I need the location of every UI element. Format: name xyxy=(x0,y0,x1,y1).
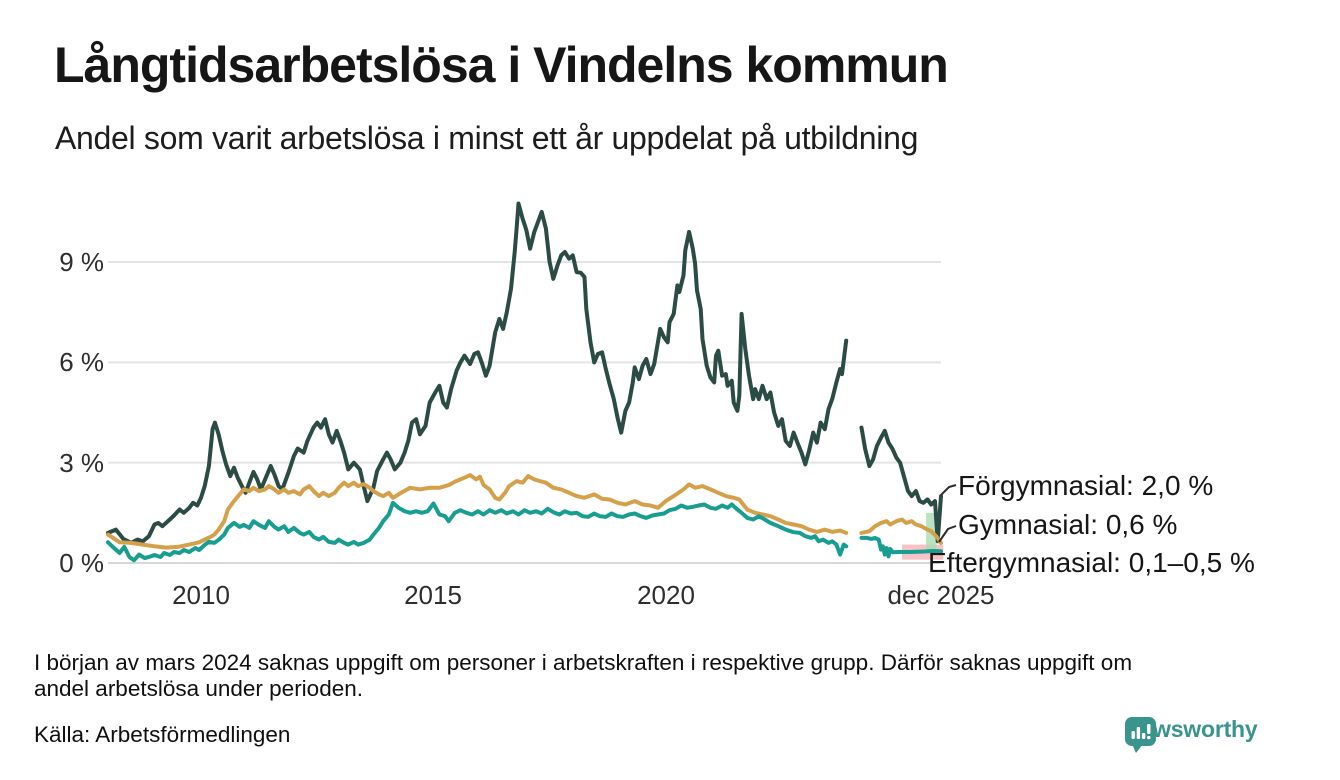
gridlines xyxy=(108,261,941,564)
series-lines xyxy=(106,201,943,563)
x-tick-2015: 2015 xyxy=(404,580,462,610)
newsworthy-icon xyxy=(1125,717,1156,753)
y-tick-3: 3 % xyxy=(59,448,104,478)
eftergymnasial-end-label: Eftergymnasial: 0,1–0,5 % xyxy=(928,547,1255,578)
x-tick-2010: 2010 xyxy=(172,580,230,610)
gymnasial-end-label: Gymnasial: 0,6 % xyxy=(958,509,1178,540)
series-gymnasial-line-1 xyxy=(106,473,849,550)
forgymnasial-end-label: Förgymnasial: 2,0 % xyxy=(958,470,1214,501)
footnote-line-2: andel arbetslösa under perioden. xyxy=(34,676,363,701)
series-eftergymnasial-line-2 xyxy=(859,535,943,559)
forgymnasial-callout-line xyxy=(940,484,957,496)
gymnasial-callout-line xyxy=(938,525,957,543)
page-title: Långtidsarbetslösa i Vindelns kommun xyxy=(54,37,949,93)
source-label: Källa: Arbetsförmedlingen xyxy=(34,722,291,747)
footnote-line-1: I början av mars 2024 saknas uppgift om … xyxy=(34,650,1133,675)
page-subtitle: Andel som varit arbetslösa i minst ett å… xyxy=(55,120,919,156)
series-forgymnasial-line-1 xyxy=(106,201,849,545)
series-eftergymnasial-line-1 xyxy=(106,500,849,563)
x-tick-dec-2025: dec 2025 xyxy=(887,580,995,610)
y-tick-0: 0 % xyxy=(59,548,104,578)
x-tick-2020: 2020 xyxy=(637,580,695,610)
y-tick-6: 6 % xyxy=(59,347,104,377)
series-gymnasial-line-2 xyxy=(859,517,943,545)
series-forgymnasial-line-2 xyxy=(859,425,943,544)
newsworthy-logo-link[interactable]: Newsworthy xyxy=(1124,716,1258,753)
y-tick-9: 9 % xyxy=(59,247,104,277)
